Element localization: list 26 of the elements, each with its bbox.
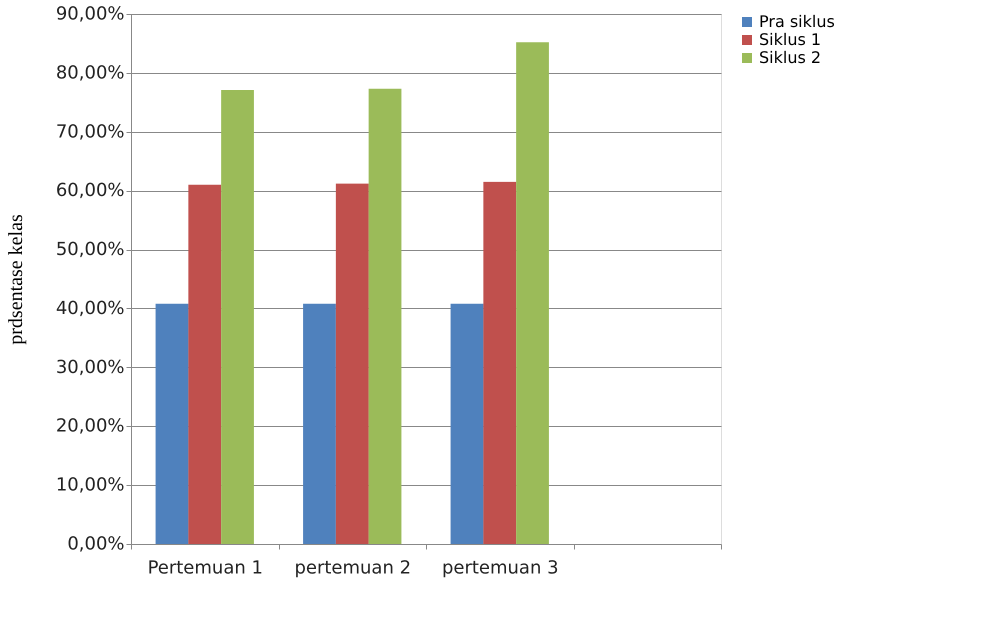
bar [303,304,336,544]
y-tick-label: 30,00% [56,356,124,378]
y-tick-label: 50,00% [56,239,124,260]
bar [368,88,402,544]
y-tick-label: 80,00% [56,62,124,84]
bar [483,182,516,544]
legend-label: Pra siklus [759,12,835,31]
y-tick-label: 90,00% [56,4,124,24]
bar [336,184,369,544]
y-tick-label: 60,00% [56,180,124,202]
bar [450,304,484,544]
y-tick-label: 70,00% [56,121,124,142]
y-tick-label: 10,00% [56,474,124,496]
legend-label: Siklus 2 [759,48,822,67]
bar [516,42,549,544]
bar [221,90,254,544]
x-tick-label: Pertemuan 1 [148,558,263,578]
y-tick-label: 40,00% [56,298,124,319]
x-tick-label: pertemuan 2 [294,558,412,578]
y-tick-label: 0,00% [67,534,124,554]
bar [156,304,188,544]
y-axis-title: prdsentase kelas [4,214,27,345]
legend-label: Siklus 1 [759,30,822,49]
bar [188,184,222,544]
y-tick-label: 20,00% [56,416,124,437]
x-tick-label: pertemuan 3 [442,558,559,578]
